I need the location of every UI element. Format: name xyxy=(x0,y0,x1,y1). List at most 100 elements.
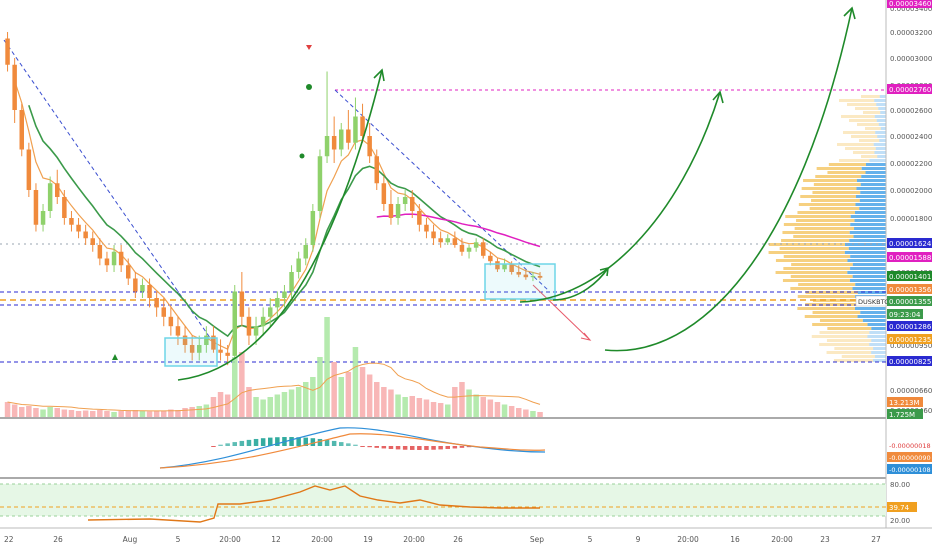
candle-body xyxy=(324,136,330,157)
profile-bar-buy xyxy=(855,195,886,198)
time-tick-label: 20:00 xyxy=(771,535,793,544)
volume-bar xyxy=(118,411,124,417)
profile-bar-buy xyxy=(874,115,886,118)
profile-bar-buy xyxy=(848,247,886,250)
price-badge-label: 0.00001624 xyxy=(889,240,932,248)
profile-bar-sell xyxy=(839,99,875,102)
volume-bar xyxy=(232,357,238,417)
profile-bar-buy xyxy=(869,331,886,334)
macd-histogram-bar xyxy=(239,440,245,446)
price-tick-label: 0.00003200 xyxy=(890,29,932,37)
candle-body xyxy=(360,116,365,136)
volume-bar xyxy=(374,382,380,417)
profile-bar-sell xyxy=(859,139,880,142)
profile-bar-sell xyxy=(865,127,881,130)
candle-body xyxy=(55,183,60,197)
time-tick-label: 19 xyxy=(363,535,373,544)
profile-bar-sell xyxy=(849,119,877,122)
macd-histogram-bar xyxy=(303,437,308,446)
candle-body xyxy=(232,291,237,356)
volume-bar xyxy=(239,352,245,417)
candle-body xyxy=(26,149,32,190)
candle-body xyxy=(211,335,216,350)
profile-bar-sell xyxy=(843,131,876,134)
price-axis[interactable]: 0.000034000.000032000.000030000.00002800… xyxy=(855,0,932,525)
price-badge-label: 0.00001356 xyxy=(889,286,932,294)
macd-badge-label: -0.00000108 xyxy=(889,466,931,474)
candle-body xyxy=(189,345,195,353)
up-arrow-2 xyxy=(519,91,721,303)
profile-bar-buy xyxy=(873,143,886,146)
profile-bar-buy xyxy=(853,235,886,238)
profile-bar-sell xyxy=(793,235,854,238)
price-badge-label: 0.00001588 xyxy=(889,254,931,262)
volume-bar xyxy=(530,411,536,417)
candle-body xyxy=(381,183,387,204)
price-badge-label: 13.213M xyxy=(889,399,920,407)
time-tick-label: 26 xyxy=(453,535,463,544)
profile-bar-buy xyxy=(871,339,886,342)
volume-bar xyxy=(217,392,224,417)
profile-bar-sell xyxy=(768,243,845,246)
profile-bar-buy xyxy=(872,359,886,362)
macd-histogram-bar xyxy=(339,442,344,446)
volume-bar xyxy=(466,389,472,417)
candle-body xyxy=(488,255,493,262)
profile-bar-buy xyxy=(856,179,886,182)
profile-bar-sell xyxy=(811,199,860,202)
profile-bar-buy xyxy=(879,139,886,142)
candle-body xyxy=(374,156,379,184)
candle-body xyxy=(502,263,507,270)
price-badge xyxy=(887,397,923,407)
highlight-box-fill xyxy=(485,264,555,299)
time-axis[interactable]: 22 26 Aug 5 20:00 12 20:00 19 20:00 26 Sep 5 9 20:00 1… xyxy=(4,535,881,544)
profile-bar-sell xyxy=(837,143,874,146)
profile-bar-sell xyxy=(805,291,858,294)
profile-bar-buy xyxy=(850,215,886,218)
time-tick-label: 20:00 xyxy=(403,535,425,544)
profile-bar-sell xyxy=(803,179,857,182)
price-badge xyxy=(887,309,923,319)
volume-bar xyxy=(40,409,46,417)
volume-bar xyxy=(260,399,266,417)
profile-bar-buy xyxy=(860,191,886,194)
price-tick-label: 0.00002200 xyxy=(890,160,932,168)
macd-histogram-bar xyxy=(296,437,301,446)
candle-body xyxy=(530,275,536,278)
profile-bar-sell xyxy=(841,115,875,118)
volume-bar xyxy=(168,409,174,417)
macd-signal-line xyxy=(159,433,546,469)
volume-bar xyxy=(381,387,387,417)
profile-bar-sell xyxy=(826,339,872,342)
candle-body xyxy=(346,129,351,143)
volume-bar xyxy=(388,389,394,417)
profile-bar-buy xyxy=(849,239,886,242)
candle-body xyxy=(90,238,95,245)
volume-bar xyxy=(153,411,160,417)
macd-histogram-bar xyxy=(211,446,216,447)
price-badge xyxy=(887,321,932,331)
candle-body xyxy=(452,238,458,245)
volume-bar xyxy=(224,394,231,417)
price-tick-label: 0.00002000 xyxy=(890,187,932,195)
profile-bar-buy xyxy=(849,279,886,282)
candle-body xyxy=(147,285,152,298)
time-tick-label: 9 xyxy=(636,535,641,544)
profile-bar-sell xyxy=(809,207,860,210)
candle-body xyxy=(303,245,308,259)
candle-body xyxy=(140,285,145,292)
profile-bar-buy xyxy=(849,231,886,234)
buy-marker xyxy=(112,354,118,360)
candle-body xyxy=(537,275,543,278)
profile-bar-buy xyxy=(844,251,886,254)
volume-bar xyxy=(274,394,281,417)
candle-body xyxy=(289,272,294,292)
candle-body xyxy=(317,156,323,211)
price-tick-label: 0.00001800 xyxy=(890,215,932,223)
candle-body xyxy=(118,251,124,266)
profile-bar-buy xyxy=(867,335,886,338)
macd-histogram-bar xyxy=(402,446,408,450)
macd-pane xyxy=(159,427,546,469)
profile-bar-sell xyxy=(801,187,857,190)
